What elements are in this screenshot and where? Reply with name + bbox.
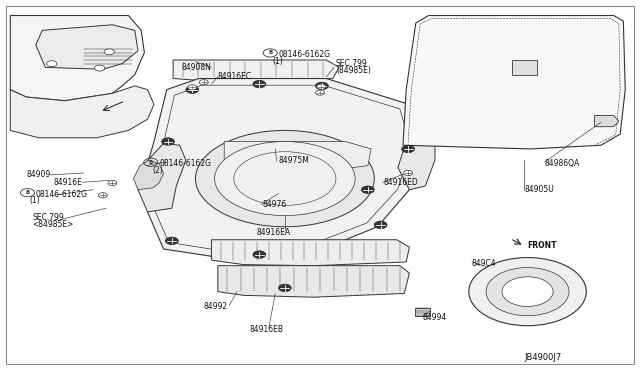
- Text: SEC.799: SEC.799: [33, 213, 65, 222]
- Text: 84916EC: 84916EC: [218, 72, 252, 81]
- Polygon shape: [415, 308, 430, 317]
- Circle shape: [104, 49, 115, 55]
- Circle shape: [186, 86, 198, 93]
- Text: 849C4: 849C4: [472, 259, 497, 267]
- Circle shape: [253, 251, 266, 258]
- Polygon shape: [511, 60, 537, 75]
- Circle shape: [468, 257, 586, 326]
- Circle shape: [316, 90, 324, 95]
- Text: B: B: [26, 190, 29, 195]
- Polygon shape: [10, 86, 154, 138]
- Text: FRONT: FRONT: [527, 241, 557, 250]
- Polygon shape: [218, 266, 410, 297]
- Polygon shape: [138, 143, 186, 212]
- Circle shape: [374, 221, 387, 229]
- Text: (84985E): (84985E): [336, 66, 371, 75]
- Circle shape: [108, 180, 117, 186]
- Text: (1): (1): [272, 57, 283, 66]
- Text: 84916ED: 84916ED: [384, 178, 419, 187]
- Circle shape: [199, 80, 208, 85]
- Text: 08146-6162G: 08146-6162G: [36, 190, 88, 199]
- Circle shape: [502, 277, 553, 307]
- Text: B: B: [268, 51, 272, 55]
- Polygon shape: [36, 25, 138, 69]
- Polygon shape: [134, 160, 164, 190]
- Circle shape: [253, 80, 266, 88]
- Polygon shape: [145, 78, 422, 260]
- Circle shape: [99, 193, 108, 198]
- Ellipse shape: [214, 141, 355, 216]
- Polygon shape: [10, 16, 145, 101]
- Ellipse shape: [195, 131, 374, 227]
- Polygon shape: [173, 60, 339, 82]
- Circle shape: [278, 284, 291, 292]
- Circle shape: [402, 145, 415, 153]
- Text: 84986QA: 84986QA: [545, 158, 580, 167]
- Text: 84909: 84909: [26, 170, 51, 179]
- Text: (1): (1): [29, 196, 40, 205]
- Circle shape: [162, 138, 174, 145]
- Circle shape: [166, 237, 178, 244]
- Text: 08146-6162G: 08146-6162G: [159, 159, 211, 168]
- Text: 84975M: 84975M: [278, 156, 309, 165]
- Circle shape: [95, 65, 105, 71]
- Circle shape: [404, 170, 413, 176]
- Text: 84905U: 84905U: [524, 185, 554, 194]
- Text: B: B: [148, 160, 153, 165]
- Circle shape: [362, 186, 374, 193]
- Circle shape: [188, 85, 196, 90]
- Text: 84916E: 84916E: [53, 178, 82, 187]
- Text: 84994: 84994: [422, 313, 447, 322]
- Text: 84916EA: 84916EA: [256, 228, 291, 237]
- Polygon shape: [224, 141, 371, 171]
- Polygon shape: [595, 116, 619, 127]
- Polygon shape: [403, 16, 625, 149]
- Text: 84908N: 84908N: [182, 63, 211, 72]
- Polygon shape: [211, 240, 410, 266]
- Text: JB4900J7: JB4900J7: [524, 353, 562, 362]
- Circle shape: [316, 82, 328, 90]
- Text: (2): (2): [153, 166, 163, 175]
- Circle shape: [486, 267, 569, 316]
- Text: SEC.799: SEC.799: [336, 59, 368, 68]
- Circle shape: [317, 84, 326, 89]
- Text: 84976: 84976: [262, 200, 287, 209]
- Text: 84916EB: 84916EB: [250, 325, 284, 334]
- Polygon shape: [398, 131, 435, 190]
- Circle shape: [47, 61, 57, 67]
- Text: <84985E>: <84985E>: [33, 220, 74, 229]
- Text: 84992: 84992: [204, 302, 227, 311]
- Text: 08146-6162G: 08146-6162G: [278, 50, 330, 59]
